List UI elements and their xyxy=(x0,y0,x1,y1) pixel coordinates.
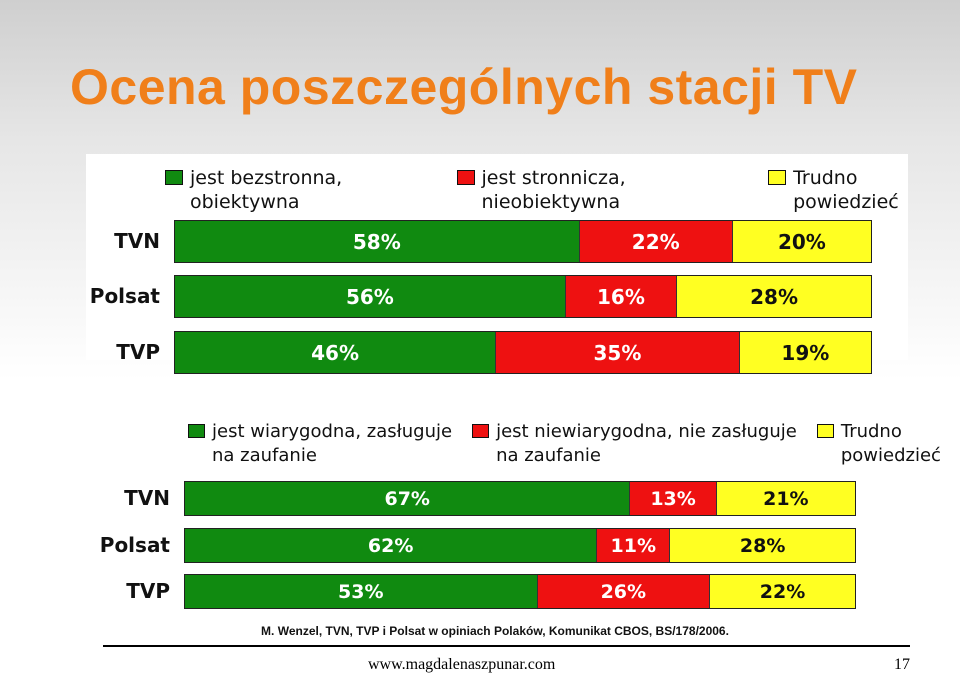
legend-item: Trudno powiedzieć xyxy=(768,166,960,214)
data-label: 21% xyxy=(763,487,809,510)
stacked-bar: 46% 35% 19% xyxy=(174,331,872,374)
stacked-bar: 62% 11% 28% xyxy=(184,528,856,563)
legend-impartiality: jest bezstronna, obiektywna jest stronnic… xyxy=(165,166,960,214)
bar-segment: 53% xyxy=(185,575,537,608)
data-label: 20% xyxy=(777,229,826,254)
data-label: 11% xyxy=(610,534,656,557)
data-label: 56% xyxy=(345,284,394,309)
bar-segment: 11% xyxy=(596,529,670,562)
bar-segment: 56% xyxy=(175,276,565,317)
bar-segment: 28% xyxy=(676,276,871,317)
stacked-bar: 53% 26% 22% xyxy=(184,574,856,609)
legend-label: Trudno powiedzieć xyxy=(840,421,941,466)
legend-swatch xyxy=(165,170,183,185)
category-label: TVN xyxy=(124,486,170,510)
bar-segment: 58% xyxy=(175,221,579,262)
legend-label: Trudno powiedzieć xyxy=(793,167,899,213)
legend-item: jest niewiarygodna, nie zasługuje na zau… xyxy=(472,420,797,468)
data-label: 16% xyxy=(596,284,645,309)
footer-url: www.magdalenaszpunar.com xyxy=(368,656,556,673)
stacked-bar: 56% 16% 28% xyxy=(174,275,872,318)
legend-item: Trudno powiedzieć xyxy=(816,420,941,468)
legend-item: jest stronnicza, nieobiektywna xyxy=(456,166,757,214)
data-label: 35% xyxy=(593,340,642,365)
legend-label: jest bezstronna, obiektywna xyxy=(190,167,343,213)
bar-segment: 19% xyxy=(738,332,871,373)
bar-segment: 21% xyxy=(715,482,855,515)
data-label: 19% xyxy=(781,340,830,365)
data-label: 67% xyxy=(384,487,430,510)
footer-rule xyxy=(103,645,910,647)
slide-title: Ocena poszczególnych stacji TV xyxy=(70,59,858,115)
bar-segment: 28% xyxy=(669,529,855,562)
legend-swatch xyxy=(456,170,475,185)
data-label: 26% xyxy=(600,580,647,603)
category-label: TVN xyxy=(114,229,160,253)
bar-segment: 16% xyxy=(564,276,677,317)
legend-swatch xyxy=(472,424,490,438)
legend-swatch xyxy=(768,170,787,185)
category-label: Polsat xyxy=(99,533,170,557)
category-label: TVP xyxy=(116,340,160,364)
legend-label: jest wiarygodna, zasługuje na zaufanie xyxy=(212,421,453,466)
legend-label: jest niewiarygodna, nie zasługuje na zau… xyxy=(496,421,797,466)
data-label: 53% xyxy=(338,580,384,603)
data-label: 46% xyxy=(311,340,360,365)
bar-segment: 20% xyxy=(731,221,871,262)
stacked-bar: 58% 22% 20% xyxy=(174,220,872,263)
bar-segment: 62% xyxy=(185,529,597,562)
data-label: 62% xyxy=(367,534,414,557)
data-label: 22% xyxy=(631,229,680,254)
bar-segment: 67% xyxy=(185,482,630,515)
bar-segment: 13% xyxy=(629,482,716,515)
bar-segment: 22% xyxy=(709,575,855,608)
legend-swatch xyxy=(188,424,205,438)
data-label: 58% xyxy=(352,229,401,254)
data-label: 22% xyxy=(759,580,806,603)
bar-segment: 22% xyxy=(578,221,732,262)
bar-segment: 46% xyxy=(175,332,496,373)
source-citation: M. Wenzel, TVN, TVP i Polsat w opiniach … xyxy=(261,624,729,638)
data-label: 28% xyxy=(750,284,798,309)
legend-item: jest wiarygodna, zasługuje na zaufanie xyxy=(188,420,452,468)
data-label: 28% xyxy=(739,534,786,557)
category-label: TVP xyxy=(126,579,170,603)
bar-segment: 26% xyxy=(536,575,710,608)
legend-label: jest stronnicza, nieobiektywna xyxy=(481,167,626,213)
legend-swatch xyxy=(816,424,834,438)
legend-item: jest bezstronna, obiektywna xyxy=(165,166,445,214)
stacked-bar: 67% 13% 21% xyxy=(184,481,856,516)
page-number: 17 xyxy=(894,656,910,673)
bar-segment: 35% xyxy=(495,332,739,373)
data-label: 13% xyxy=(650,487,696,510)
category-label: Polsat xyxy=(89,284,160,308)
legend-trust: jest wiarygodna, zasługuje na zaufanie je… xyxy=(188,420,941,468)
